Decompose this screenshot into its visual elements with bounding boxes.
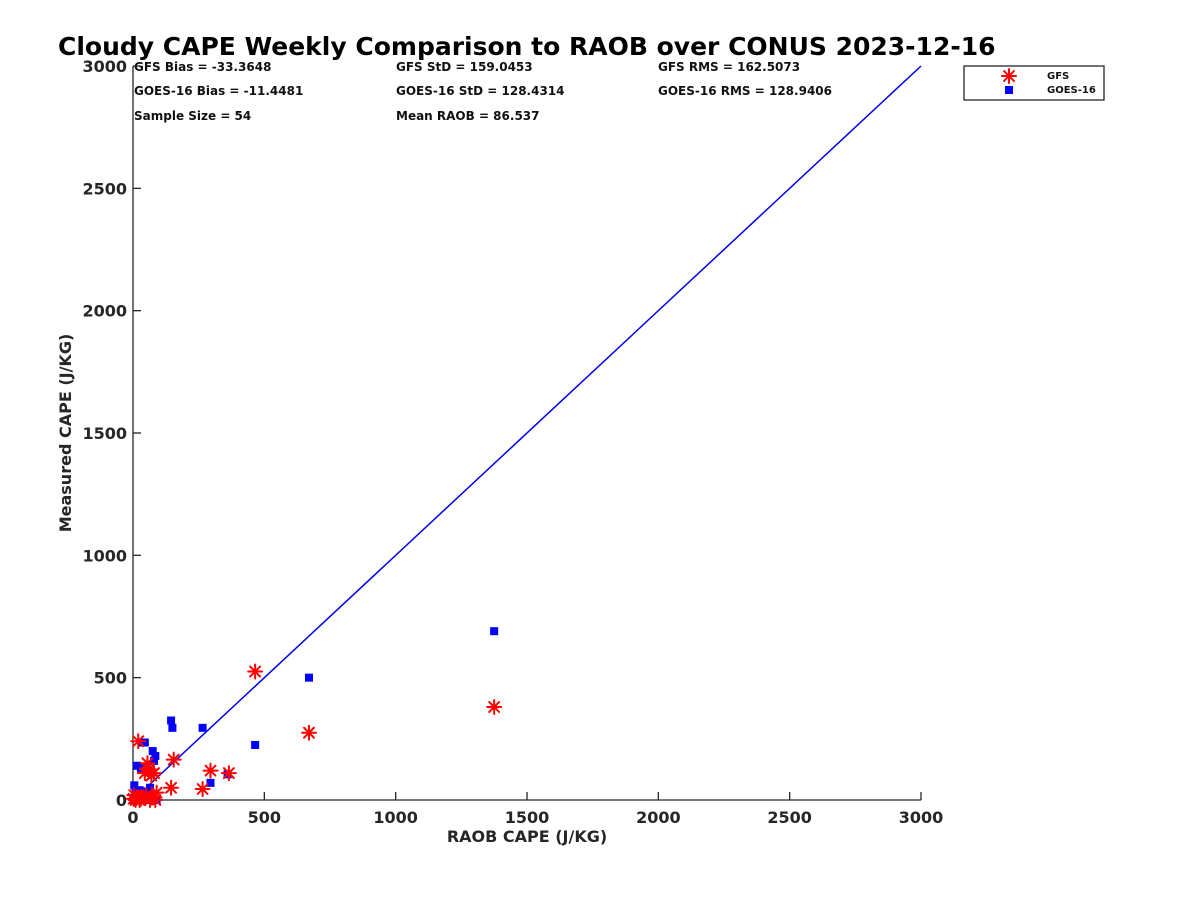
goes16-point [206, 778, 215, 787]
y-tick-label: 1500 [82, 424, 127, 443]
goes16-point [151, 751, 160, 760]
x-tick-label: 1500 [505, 808, 550, 827]
goes16-point [168, 723, 177, 732]
one-to-one-line [132, 65, 922, 801]
x-tick-label: 2500 [767, 808, 812, 827]
goes16-point [251, 740, 260, 749]
y-tick-label: 3000 [82, 57, 127, 76]
y-tick-label: 0 [116, 791, 127, 810]
stat-text: GOES-16 StD = 128.4314 [396, 84, 565, 98]
gfs-point [146, 765, 163, 782]
goes16-point [150, 756, 159, 765]
legend-gfs-label: GFS [1047, 71, 1069, 82]
legend-box [963, 65, 1105, 101]
goes16-point [198, 723, 207, 732]
goes16-point [304, 673, 313, 682]
y-tick-label: 500 [94, 669, 127, 688]
stat-text: GFS RMS = 162.5073 [658, 60, 800, 74]
gfs-point [220, 765, 237, 782]
y-tick-label: 2500 [82, 179, 127, 198]
gfs-point [194, 780, 211, 797]
stat-text: GFS Bias = -33.3648 [134, 60, 271, 74]
x-tick-label: 2000 [636, 808, 681, 827]
gfs-point [165, 751, 182, 768]
goes16-point [148, 747, 157, 756]
y-tick-label: 2000 [82, 302, 127, 321]
x-axis-label: RAOB CAPE (J/KG) [447, 827, 607, 846]
gfs-point [130, 733, 147, 750]
x-tick-label: 1000 [373, 808, 418, 827]
x-tick-label: 3000 [899, 808, 944, 827]
legend-gfs-marker [1001, 68, 1017, 84]
gfs-point [300, 724, 317, 741]
gfs-point [148, 784, 165, 801]
stat-text: GOES-16 Bias = -11.4481 [134, 84, 303, 98]
gfs-point [163, 779, 180, 796]
data-points [125, 627, 503, 808]
chart-title: Cloudy CAPE Weekly Comparison to RAOB ov… [58, 32, 996, 61]
stat-text: Sample Size = 54 [134, 109, 251, 123]
gfs-point [247, 663, 264, 680]
stat-text: Mean RAOB = 86.537 [396, 109, 540, 123]
goes16-point [146, 783, 155, 792]
goes16-point [167, 716, 176, 725]
goes16-point [490, 627, 499, 636]
goes16-point [140, 738, 149, 747]
goes16-point [130, 781, 139, 790]
legend-goes16-marker [1005, 86, 1013, 94]
x-ticks: 0 500 1000 1500 2000 2500 3000 [127, 792, 943, 827]
stat-text: GOES-16 RMS = 128.9406 [658, 84, 832, 98]
reference-line [132, 65, 922, 801]
stat-text: GFS StD = 159.0453 [396, 60, 533, 74]
x-tick-label: 500 [248, 808, 281, 827]
y-axis-label: Measured CAPE (J/KG) [56, 334, 75, 533]
statistics-block: GFS Bias = -33.3648 GFS StD = 159.0453 GFS… [134, 60, 832, 123]
x-tick-label: 0 [127, 808, 138, 827]
y-ticks: 0 500 1000 1500 2000 2500 3000 [82, 57, 141, 810]
gfs-point [202, 762, 219, 779]
gfs-point [486, 699, 503, 716]
legend: GFS GOES-16 [963, 65, 1105, 101]
legend-goes16-label: GOES-16 [1047, 85, 1096, 96]
y-tick-label: 1000 [82, 546, 127, 565]
